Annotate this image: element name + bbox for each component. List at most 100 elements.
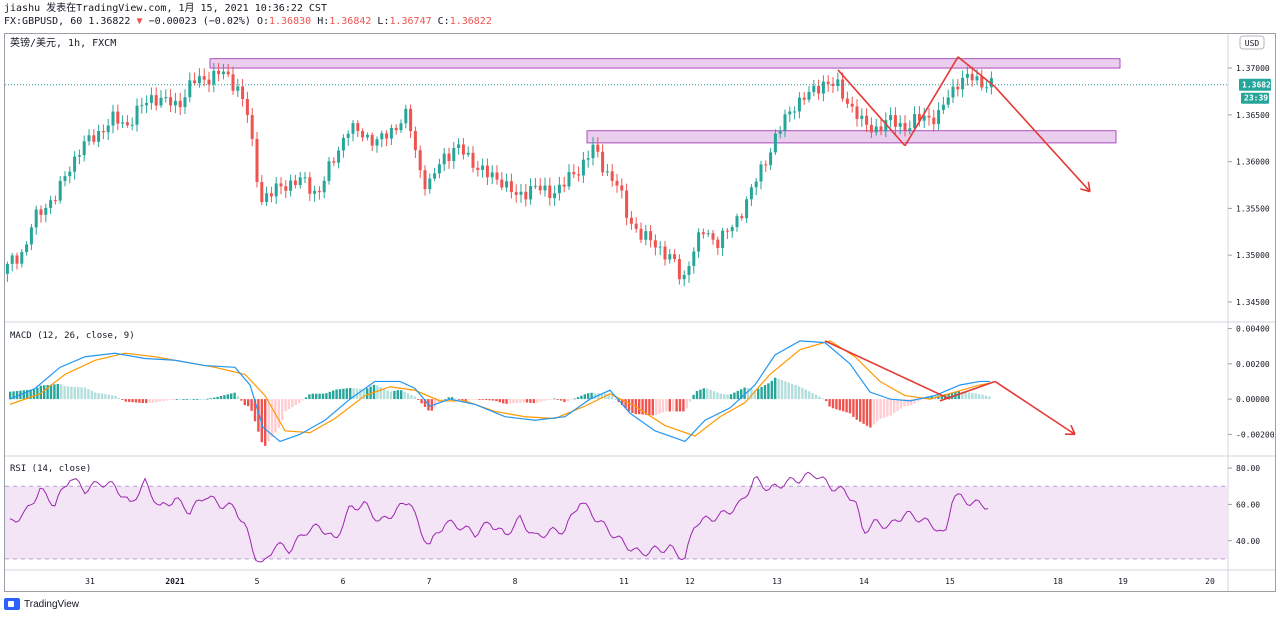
- candle-body: [903, 123, 907, 131]
- price-axis[interactable]: 1.37000 1.36500 1.36000 1.35500 1.35000 1.345…: [1228, 64, 1270, 307]
- candle-body: [980, 76, 984, 88]
- macd-histogram-bar: [270, 399, 274, 437]
- time-axis-label: 2021: [165, 577, 184, 586]
- macd-histogram-bar: [209, 398, 212, 400]
- macd-histogram-bar: [916, 399, 920, 402]
- macd-histogram-bar: [77, 387, 80, 400]
- candle-body: [735, 216, 739, 228]
- candle-body: [697, 232, 701, 252]
- macd-histogram-bar: [423, 399, 427, 407]
- macd-histogram-bar: [165, 399, 168, 401]
- candle-body: [884, 120, 888, 132]
- candle-body: [941, 104, 945, 111]
- macd-histogram-bar: [573, 398, 576, 400]
- macd-histogram-bar: [287, 399, 291, 410]
- macd-line: [9, 340, 990, 443]
- candle-body: [385, 133, 389, 139]
- candle-body: [821, 81, 825, 94]
- macd-histogram-bar: [957, 391, 960, 400]
- macd-histogram-bar: [22, 390, 25, 400]
- candle-body: [308, 177, 312, 194]
- macd-histogram-bar: [967, 392, 971, 400]
- macd-histogram-bar: [828, 399, 831, 407]
- macd-histogram-bar: [15, 391, 19, 400]
- macd-histogram-bar: [12, 391, 15, 400]
- candle-body: [922, 115, 926, 121]
- candle-body: [298, 177, 302, 185]
- high-label: H:: [317, 16, 330, 27]
- candle-body: [279, 183, 283, 187]
- time-axis[interactable]: 31 2021 5 6 7 8 11 12 13 14 15 18 19 20: [85, 577, 1215, 586]
- macd-histogram-bar: [396, 390, 399, 400]
- macd-annotation-line: [824, 340, 951, 400]
- candle-body: [625, 190, 629, 218]
- macd-histogram-bar: [468, 399, 471, 401]
- macd-histogram-bar: [240, 399, 243, 401]
- candle-body: [87, 135, 91, 142]
- macd-histogram-bar: [750, 389, 753, 400]
- rsi-line: [9, 471, 989, 563]
- macd-histogram-bar: [264, 399, 267, 446]
- macd-histogram-bar: [158, 399, 161, 402]
- macd-histogram-bar: [328, 391, 331, 400]
- rsi-axis[interactable]: 80.00 60.00 40.00: [1228, 464, 1260, 546]
- candle-body: [932, 117, 936, 125]
- macd-histogram-bar: [291, 399, 294, 408]
- candle-body: [116, 111, 120, 124]
- macd-histogram-bar: [746, 388, 750, 400]
- macd-histogram-bar: [675, 399, 678, 412]
- chart-frame[interactable]: [4, 33, 1276, 592]
- price-axis-label: 1.37000: [1236, 64, 1270, 73]
- candle-body: [457, 144, 461, 149]
- macd-histogram-bar: [859, 399, 862, 422]
- macd-histogram-bar: [763, 385, 767, 400]
- candle-body: [106, 125, 110, 133]
- macd-histogram-bar: [73, 386, 76, 400]
- macd-histogram-bar: [131, 399, 134, 403]
- candle-body: [452, 148, 456, 162]
- macd-histogram-bar: [668, 399, 671, 412]
- price-axis-label: 1.35500: [1236, 204, 1270, 213]
- candle-body: [874, 126, 878, 133]
- candle-body: [783, 114, 787, 131]
- macd-histogram-bar: [457, 399, 461, 400]
- candle-body: [73, 156, 77, 172]
- macd-axis[interactable]: 0.00400 0.00200 0.00000 -0.00200: [1228, 325, 1275, 440]
- macd-histogram-bar: [301, 399, 304, 401]
- candle-body: [773, 133, 777, 153]
- candle-body: [442, 153, 446, 165]
- candle-body: [101, 131, 105, 133]
- drawing-annotations[interactable]: [824, 56, 1091, 436]
- macd-histogram-bar: [185, 399, 189, 400]
- macd-histogram-bar: [648, 399, 651, 416]
- candle-body: [807, 91, 811, 100]
- rsi-band-background: [5, 486, 1227, 559]
- macd-histogram-bar: [478, 399, 481, 400]
- macd-histogram-bar: [729, 394, 733, 400]
- candle-body: [169, 97, 173, 106]
- publish-info: jiashu 发表在TradingView.com, 1月 15, 2021 1…: [4, 3, 327, 15]
- macd-histogram-bar: [726, 394, 729, 400]
- macd-histogram-bar: [597, 393, 600, 400]
- candle-body: [937, 110, 941, 125]
- macd-histogram-bar: [893, 399, 896, 414]
- macd-histogram-bar: [927, 396, 930, 400]
- candle-body: [730, 227, 734, 232]
- macd-histogram-bar: [100, 393, 104, 400]
- resistance-zones[interactable]: [209, 58, 1121, 144]
- price-axis-label: 1.34500: [1236, 298, 1270, 307]
- candle-body: [351, 123, 355, 134]
- candle-body: [961, 77, 965, 90]
- macd-histogram-bar: [223, 395, 226, 400]
- candle-body: [889, 115, 893, 121]
- zone-0: [209, 58, 1121, 69]
- candle-body: [173, 100, 177, 106]
- macd-histogram-bar: [532, 399, 535, 404]
- candle-body: [375, 139, 379, 146]
- currency-button[interactable]: [1239, 35, 1265, 50]
- candle-body: [529, 186, 533, 200]
- macd-histogram-bar: [182, 399, 185, 400]
- candle-body: [644, 231, 648, 240]
- macd-histogram-bar: [733, 392, 736, 400]
